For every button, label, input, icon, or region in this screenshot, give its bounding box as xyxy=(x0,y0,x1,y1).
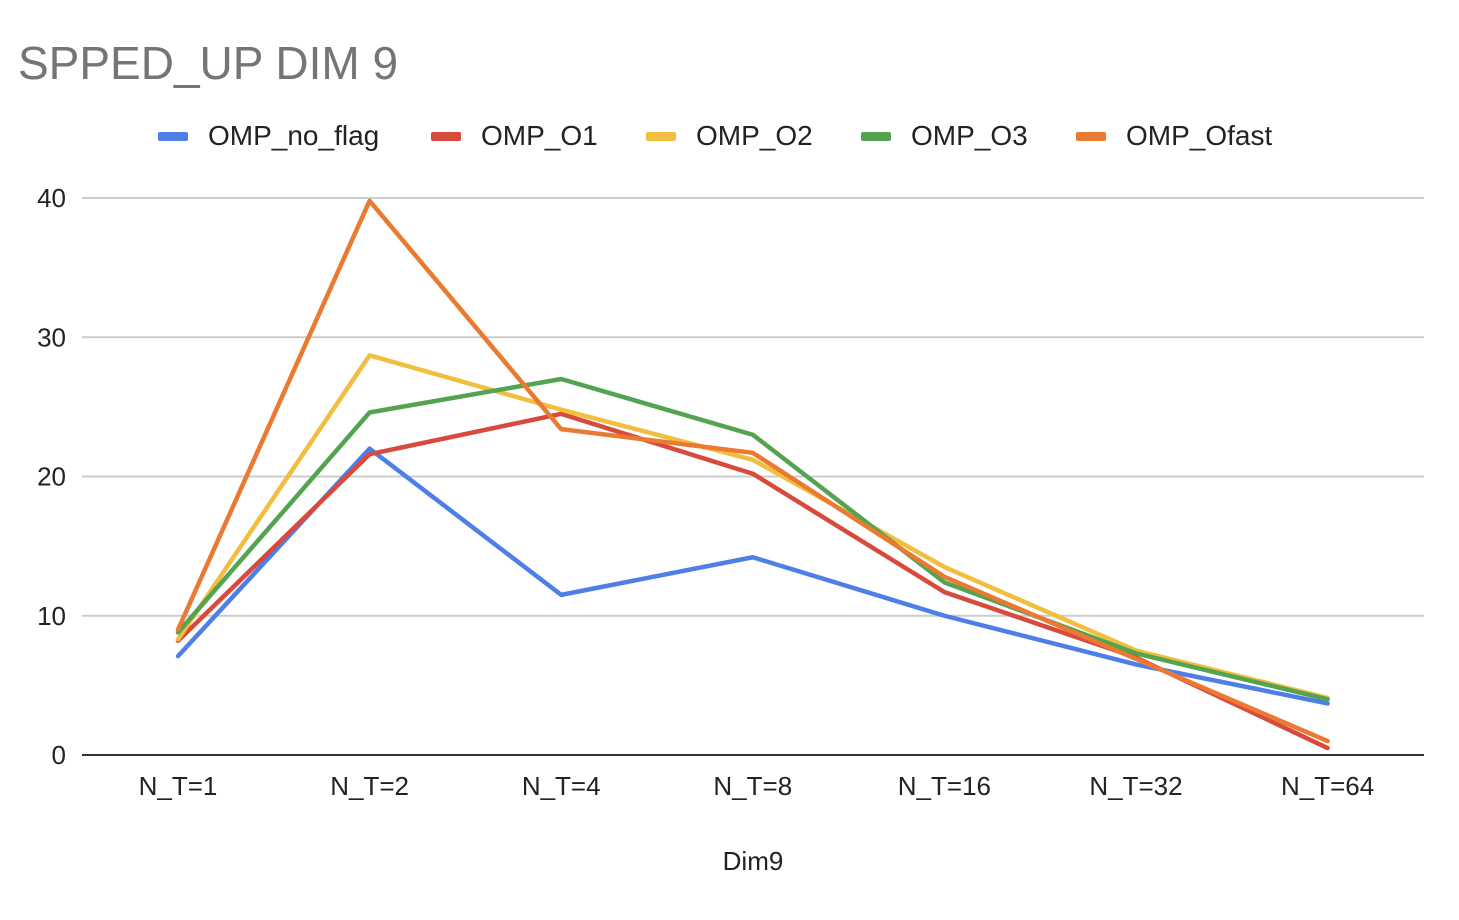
gridlines xyxy=(82,197,1424,617)
x-tick-label: N_T=8 xyxy=(713,771,792,801)
legend-label: OMP_Ofast xyxy=(1126,120,1273,151)
legend-item-omp-o1[interactable]: OMP_O1 xyxy=(431,114,598,158)
legend-swatch xyxy=(646,131,676,141)
legend-label: OMP_O3 xyxy=(911,120,1028,151)
series-line-omp-no-flag[interactable] xyxy=(175,446,1330,706)
x-tick-label: N_T=2 xyxy=(330,771,409,801)
series-line-omp-o3[interactable] xyxy=(175,376,1330,702)
legend-swatch xyxy=(1076,131,1106,141)
y-tick-label: 0 xyxy=(52,740,66,770)
series-lines xyxy=(175,198,1330,751)
legend-item-omp-o3[interactable]: OMP_O3 xyxy=(861,114,1028,158)
legend-item-omp-o2[interactable]: OMP_O2 xyxy=(646,114,813,158)
legend-label: OMP_no_flag xyxy=(208,120,380,151)
x-axis-title: Dim9 xyxy=(723,846,784,876)
y-tick-label: 10 xyxy=(37,601,66,631)
legend-item-omp-ofast[interactable]: OMP_Ofast xyxy=(1076,114,1272,158)
x-tick-label: N_T=4 xyxy=(522,771,601,801)
x-tick-label: N_T=1 xyxy=(139,771,218,801)
chart-legend: OMP_no_flag OMP_O1 OMP_O2 OMP_O3 OMP_Ofa… xyxy=(0,114,1459,158)
legend-label: OMP_O1 xyxy=(481,120,598,151)
y-tick-label: 30 xyxy=(37,322,66,352)
legend-swatch xyxy=(431,131,461,141)
x-axis-ticks: N_T=1 N_T=2 N_T=4 N_T=8 N_T=16 N_T=32 N_T=64 xyxy=(139,771,1375,801)
legend-label: OMP_O2 xyxy=(696,120,813,151)
y-axis-ticks: 0 10 20 30 40 xyxy=(37,183,66,770)
x-tick-label: N_T=16 xyxy=(898,771,991,801)
series-line-omp-ofast[interactable] xyxy=(175,198,1330,744)
legend-swatch xyxy=(861,131,891,141)
chart-title: SPPED_UP DIM 9 xyxy=(18,37,399,89)
y-tick-label: 20 xyxy=(37,462,66,492)
x-tick-label: N_T=32 xyxy=(1089,771,1182,801)
series-line-omp-o2[interactable] xyxy=(175,353,1330,701)
legend-swatch xyxy=(158,131,188,141)
series-line-omp-o1[interactable] xyxy=(175,411,1330,751)
y-tick-label: 40 xyxy=(37,183,66,213)
x-tick-label: N_T=64 xyxy=(1281,771,1374,801)
legend-item-omp-no-flag[interactable]: OMP_no_flag xyxy=(158,114,379,158)
